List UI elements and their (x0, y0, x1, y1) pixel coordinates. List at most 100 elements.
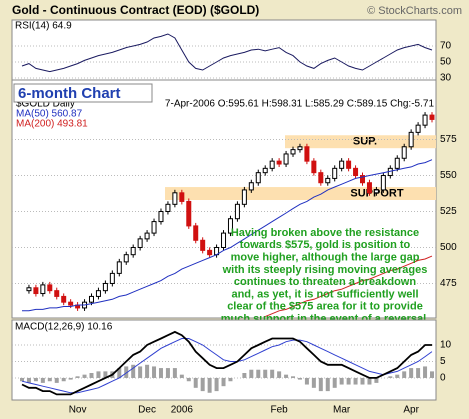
series-line (21, 330, 432, 396)
chart-title: Gold - Continuous Contract (EOD) ($GOLD) (12, 3, 259, 17)
y-tick-label: 550 (440, 170, 457, 181)
candle (172, 192, 178, 205)
histogram-bar (339, 377, 344, 385)
candle (68, 301, 74, 306)
histogram-bar (416, 368, 421, 378)
annotation: Having broken above the resistance (231, 227, 419, 239)
y-tick-label: 575 (440, 134, 457, 145)
legend-entry: MA(200) 493.81 (16, 119, 88, 130)
candle (151, 221, 157, 234)
histogram-bar (200, 377, 205, 392)
candle (221, 232, 227, 248)
histogram-bar (367, 377, 372, 385)
panel-title: MACD(12,26,9) 10.16 (15, 322, 113, 333)
histogram-bar (353, 377, 358, 385)
candle (234, 203, 240, 220)
band-label: SUP. (353, 136, 377, 148)
candle (304, 146, 310, 162)
legend-entry: MA(50) 560.87 (16, 109, 83, 120)
annotation: move higher, although the large gap (231, 252, 420, 264)
panel-title: RSI(14) 64.9 (15, 21, 72, 32)
candle (276, 160, 282, 165)
histogram-bar (325, 377, 330, 392)
annotation: and, as yet, it is not sufficiently well (231, 288, 418, 300)
x-tick-label: Apr (403, 405, 419, 416)
series-line (22, 159, 433, 312)
y-tick-label: 30 (440, 73, 452, 84)
histogram-bar (179, 374, 184, 378)
series-line (21, 33, 433, 73)
candle (102, 282, 108, 292)
band-label: SUPPORT (350, 187, 403, 199)
histogram-bar (277, 371, 282, 378)
x-tick-label: Mar (333, 405, 351, 416)
candle (109, 272, 115, 284)
histogram-bar (124, 366, 129, 378)
histogram-bar (138, 366, 143, 378)
histogram-bar (75, 376, 80, 378)
candle (144, 232, 150, 240)
candle (54, 290, 60, 297)
candle (179, 192, 185, 202)
y-tick-label: 10 (440, 340, 452, 351)
histogram-bar (20, 377, 24, 382)
candle (193, 225, 199, 241)
candle (186, 200, 192, 227)
candle (165, 203, 171, 213)
candle (401, 146, 407, 159)
y-tick-label: 500 (440, 242, 457, 253)
candle (248, 182, 254, 191)
candle (116, 261, 122, 274)
histogram-bar (26, 377, 31, 383)
candle (262, 167, 268, 174)
candle (325, 177, 331, 184)
histogram-bar (145, 364, 150, 378)
histogram-bar (374, 377, 379, 383)
candle (241, 189, 247, 205)
histogram-bar (40, 377, 45, 383)
candle (339, 160, 345, 169)
histogram-bar (131, 364, 136, 378)
histogram-bar (221, 377, 226, 387)
histogram-bar (186, 377, 191, 382)
candle (61, 295, 67, 303)
candle (380, 175, 386, 191)
histogram-bar (284, 374, 289, 378)
histogram-bar (61, 377, 66, 382)
ohlc-header: 7-Apr-2006 O:595.61 H:598.31 L:585.29 C:… (165, 99, 435, 110)
histogram-bar (402, 371, 407, 378)
candle (95, 290, 101, 297)
candle (227, 218, 233, 234)
candle (373, 189, 379, 194)
candle (394, 157, 400, 169)
histogram-bar (395, 374, 400, 378)
histogram-bar (332, 377, 337, 388)
histogram-bar (193, 377, 198, 388)
histogram-bar (297, 377, 302, 380)
histogram-bar (214, 377, 219, 392)
histogram-bar (242, 373, 247, 378)
histogram-bar (82, 374, 87, 378)
annotation: with its steeply rising moving averages (222, 264, 428, 276)
y-tick-label: 50 (440, 57, 452, 68)
candle (269, 160, 275, 169)
histogram-bar (33, 377, 38, 382)
candle (366, 182, 372, 194)
histogram-bar (263, 369, 268, 378)
histogram-bar (158, 368, 163, 378)
histogram-bar (304, 377, 309, 385)
title-box (13, 83, 153, 103)
histogram-bar (89, 373, 94, 378)
y-tick-label: 70 (440, 41, 452, 52)
candle (422, 114, 428, 126)
candle (415, 124, 421, 133)
candle (290, 149, 296, 155)
histogram-bar (172, 368, 177, 378)
candle (33, 287, 39, 295)
y-tick-label: 525 (440, 206, 457, 217)
candle (429, 114, 435, 120)
x-tick-label: Feb (271, 405, 289, 416)
x-tick-label: 2006 (171, 405, 194, 416)
